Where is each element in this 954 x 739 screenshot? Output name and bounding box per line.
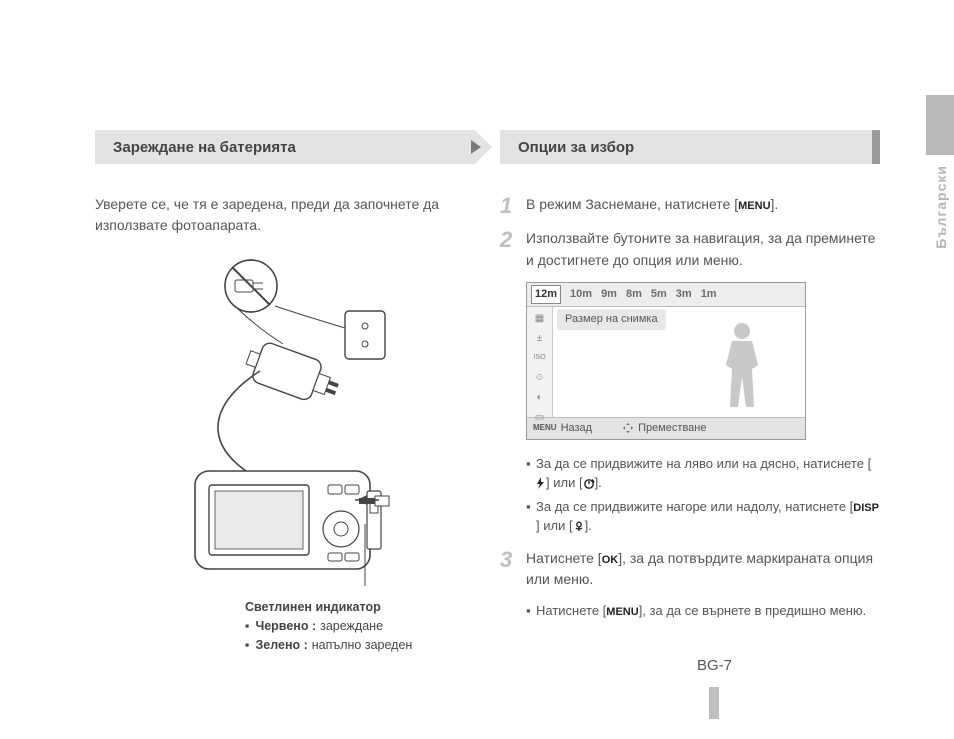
step-text: В режим Заснемане, натиснете [	[526, 196, 738, 212]
charging-intro: Уверете се, че тя е заредена, преди да з…	[95, 194, 475, 236]
indicator-row: ▪ Зелено : напълно зареден	[245, 636, 475, 655]
step-text: Натиснете [	[526, 550, 602, 566]
bullet-text: Натиснете [MENU], за да се върнете в пре…	[536, 601, 866, 621]
menu-left-icons: ▦ ± ISO ☺ ◐ ▭	[527, 307, 553, 417]
section-header-options: Опции за избор	[500, 130, 880, 164]
bullet-item: ▪ Натиснете [MENU], за да се върнете в п…	[526, 601, 880, 621]
language-tab	[926, 95, 954, 155]
left-column: Зареждане на батерията Уверете се, че тя…	[95, 130, 475, 654]
step-body: В режим Заснемане, натиснете [MENU].	[526, 194, 880, 218]
menu-body: ▦ ± ISO ☺ ◐ ▭ Размер на снимка	[527, 307, 805, 417]
bullet-icon: ▪	[245, 617, 249, 636]
step-1: 1 В режим Заснемане, натиснете [MENU].	[500, 194, 880, 218]
menu-button-label: MENU	[738, 198, 770, 215]
continue-arrow-icon	[471, 140, 481, 154]
menu-small-icon: MENU	[533, 422, 557, 434]
right-column: Опции за избор 1 В режим Заснемане, нати…	[500, 130, 880, 625]
wb-icon: ◐	[533, 391, 547, 403]
timer-icon	[583, 477, 595, 489]
topbar-item: 10m	[570, 286, 592, 303]
bullet-icon: ▪	[526, 601, 536, 621]
menu-button-label: MENU	[606, 604, 638, 621]
bullet-item: ▪ За да се придвижите на ляво или на дяс…	[526, 454, 880, 493]
photo-size-icon: ▦	[533, 313, 547, 325]
back-hint: MENU Назад	[533, 420, 592, 437]
indicator-row: ▪ Червено : зареждане	[245, 617, 475, 636]
indicator-title: Светлинен индикатор	[245, 598, 475, 617]
step-body: Използвайте бутоните за навигация, за да…	[526, 228, 880, 271]
topbar-item: 3m	[676, 286, 692, 303]
step-number: 2	[500, 228, 526, 271]
disp-button-label: DISP	[853, 500, 879, 517]
section-title: Опции за избор	[518, 139, 634, 156]
indicator-color-text: зареждане	[320, 617, 383, 636]
ok-button-label: OK	[602, 552, 619, 569]
step-3: 3 Натиснете [OK], за да потвърдите марки…	[500, 548, 880, 591]
move-label: Преместване	[638, 420, 706, 437]
menu-preview: Размер на снимка	[553, 307, 805, 417]
step-number: 1	[500, 194, 526, 218]
topbar-item-selected: 12m	[531, 285, 561, 304]
bullet-icon: ▪	[245, 636, 249, 655]
step2-bullets: ▪ За да се придвижите на ляво или на дяс…	[526, 454, 880, 536]
page-edge-mark	[709, 687, 719, 719]
step-text: ].	[771, 196, 779, 212]
face-icon: ☺	[533, 371, 547, 383]
manual-page: Български Зареждане на батерията Уверете…	[0, 0, 954, 739]
step-body: Натиснете [OK], за да потвърдите маркира…	[526, 548, 880, 591]
step-2: 2 Използвайте бутоните за навигация, за …	[500, 228, 880, 271]
menu-tooltip: Размер на снимка	[557, 309, 666, 330]
bullet-icon: ▪	[526, 497, 536, 536]
back-label: Назад	[561, 420, 593, 437]
bullet-icon: ▪	[526, 454, 536, 493]
bullet-text: За да се придвижите нагоре или надолу, н…	[536, 497, 880, 536]
topbar-item: 8m	[626, 286, 642, 303]
indicator-color-label: Зелено :	[255, 636, 307, 655]
indicator-color-label: Червено :	[255, 617, 316, 636]
topbar-item: 9m	[601, 286, 617, 303]
menu-topbar: 12m 10m 9m 8m 5m 3m 1m	[527, 283, 805, 307]
menu-bottombar: MENU Назад Преместване	[527, 417, 805, 439]
page-number: BG-7	[697, 657, 732, 674]
step3-bullets: ▪ Натиснете [MENU], за да се върнете в п…	[526, 601, 880, 621]
move-hint: Преместване	[622, 420, 706, 437]
indicator-color-text: напълно зареден	[312, 636, 413, 655]
steps-list: 1 В режим Заснемане, натиснете [MENU]. 2…	[500, 194, 880, 621]
ev-icon: ±	[533, 333, 547, 345]
iso-icon: ISO	[533, 353, 547, 364]
step-number: 3	[500, 548, 526, 591]
camera-menu-screenshot: 12m 10m 9m 8m 5m 3m 1m ▦ ± ISO ☺ ◐ ▭	[526, 282, 806, 440]
indicator-legend: Светлинен индикатор ▪ Червено : зареждан…	[245, 598, 475, 654]
flash-icon	[536, 477, 546, 489]
topbar-item: 1m	[701, 286, 717, 303]
section-header-charging: Зареждане на батерията	[95, 130, 475, 164]
person-silhouette-icon	[715, 317, 769, 411]
topbar-item: 5m	[651, 286, 667, 303]
dpad-icon	[622, 422, 634, 434]
language-label: Български	[933, 165, 949, 249]
bullet-text: За да се придвижите на ляво или на дясно…	[536, 454, 880, 493]
charger-diagram	[135, 256, 435, 586]
bullet-item: ▪ За да се придвижите нагоре или надолу,…	[526, 497, 880, 536]
section-title: Зареждане на батерията	[113, 139, 296, 156]
header-cap	[872, 130, 880, 164]
macro-icon	[573, 520, 585, 532]
